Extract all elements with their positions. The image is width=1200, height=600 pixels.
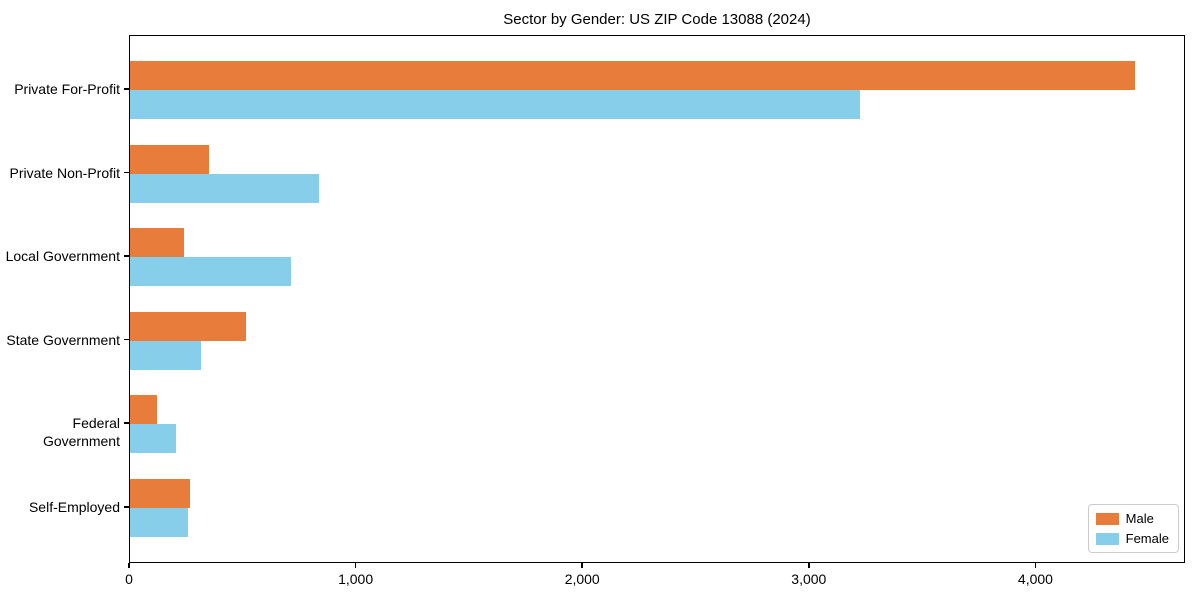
y-axis-label: Self-Employed: [28, 499, 120, 515]
y-tick-mark: [124, 338, 129, 341]
legend: Male Female: [1087, 504, 1179, 553]
bar-female-private-for-profit: [130, 90, 860, 119]
bar-male-private-non-profit: [130, 144, 210, 174]
legend-swatch-male: [1095, 512, 1119, 525]
legend-item-female: Female: [1095, 531, 1169, 546]
x-tick-label: 4,000: [1017, 571, 1053, 587]
x-tick-mark: [354, 563, 357, 568]
legend-label: Female: [1125, 531, 1169, 546]
bar-male-self-employed: [130, 479, 191, 508]
legend-label: Male: [1125, 511, 1154, 526]
x-tick-mark: [128, 563, 130, 568]
bar-female-local-government: [130, 257, 291, 287]
y-tick-mark: [124, 88, 129, 90]
x-tick-mark: [581, 563, 583, 568]
chart-title: Sector by Gender: US ZIP Code 13088 (202…: [503, 11, 811, 28]
y-tick-mark: [124, 506, 129, 508]
bar-male-local-government: [130, 228, 185, 258]
x-tick-mark: [1034, 563, 1037, 568]
plot-area: Male Female: [129, 35, 1185, 563]
y-tick-mark: [124, 171, 129, 174]
x-tick-mark: [808, 563, 810, 568]
bar-female-self-employed: [130, 508, 188, 537]
bar-male-state-government: [130, 311, 246, 341]
y-axis-label: Local Government: [5, 248, 120, 265]
legend-item-male: Male: [1095, 511, 1169, 526]
y-axis-label: Private Non-Profit: [9, 164, 120, 181]
y-axis-label: Private For-Profit: [14, 81, 120, 97]
x-tick-label: 0: [125, 571, 133, 587]
x-tick-label: 1,000: [338, 571, 374, 587]
y-tick-mark: [124, 255, 129, 257]
bar-female-private-non-profit: [130, 173, 320, 203]
bar-female-federal-government: [130, 424, 177, 454]
y-tick-mark: [124, 422, 129, 424]
bar-male-private-for-profit: [130, 61, 1135, 90]
y-axis-label: State Government: [6, 331, 120, 348]
x-tick-label: 3,000: [791, 571, 827, 587]
legend-swatch-female: [1095, 532, 1119, 545]
x-tick-label: 2,000: [564, 571, 600, 587]
y-axis-label: Federal Government: [42, 415, 120, 450]
bar-male-federal-government: [130, 395, 158, 425]
bar-female-state-government: [130, 340, 202, 370]
